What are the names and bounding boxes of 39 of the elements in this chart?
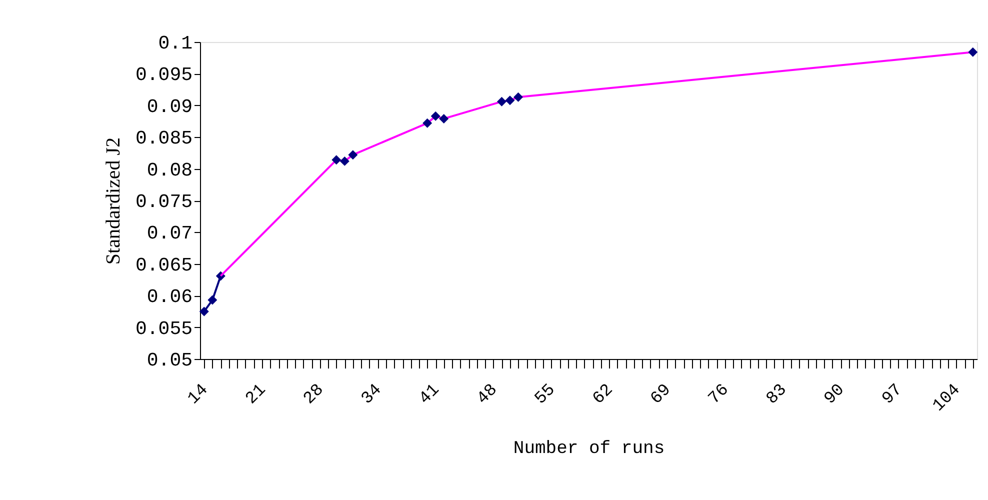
point bbox=[496, 96, 506, 106]
y-tick-label: 0.095 bbox=[135, 64, 192, 86]
y-tick-label: 0.07 bbox=[146, 222, 192, 245]
x-tick-label: 14 bbox=[184, 380, 212, 409]
x-tick-label: 34 bbox=[358, 380, 386, 409]
x-tick-label: 28 bbox=[300, 380, 328, 409]
x-tick-label: 90 bbox=[821, 380, 849, 409]
point bbox=[505, 96, 515, 106]
x-tick-label: 62 bbox=[590, 380, 618, 409]
y-tick-label: 0.1 bbox=[158, 32, 192, 54]
x-axis-title: Number of runs bbox=[513, 438, 665, 459]
x-tick-label: 21 bbox=[242, 380, 270, 409]
point bbox=[208, 295, 218, 305]
y-axis-title: Standardized J2 bbox=[102, 137, 124, 265]
point bbox=[340, 156, 350, 166]
x-tick-label: 41 bbox=[416, 380, 444, 409]
point bbox=[968, 47, 978, 57]
x-tick-label: 76 bbox=[705, 380, 734, 409]
point bbox=[332, 155, 342, 165]
point bbox=[513, 92, 523, 102]
y-tick-label: 0.08 bbox=[146, 159, 192, 182]
y-tick-label: 0.085 bbox=[135, 128, 192, 150]
y-tick-label: 0.065 bbox=[135, 254, 192, 276]
x-tick-label: 69 bbox=[647, 380, 676, 409]
point bbox=[439, 114, 449, 124]
y-tick-label: 0.075 bbox=[135, 191, 192, 213]
x-tick-label: 48 bbox=[474, 380, 502, 409]
y-tick-label: 0.09 bbox=[146, 96, 192, 118]
point bbox=[422, 118, 432, 128]
point bbox=[430, 111, 440, 121]
y-tick-label: 0.06 bbox=[146, 286, 192, 308]
x-tick-label: 83 bbox=[763, 380, 792, 409]
point bbox=[199, 306, 209, 316]
y-tick-label: 0.055 bbox=[135, 318, 192, 340]
y-tick-label: 0.05 bbox=[146, 350, 192, 372]
x-tick-label: 55 bbox=[532, 380, 560, 409]
x-tick-label: 104 bbox=[930, 380, 965, 416]
x-tick-label: 97 bbox=[878, 380, 907, 409]
point bbox=[348, 150, 358, 160]
